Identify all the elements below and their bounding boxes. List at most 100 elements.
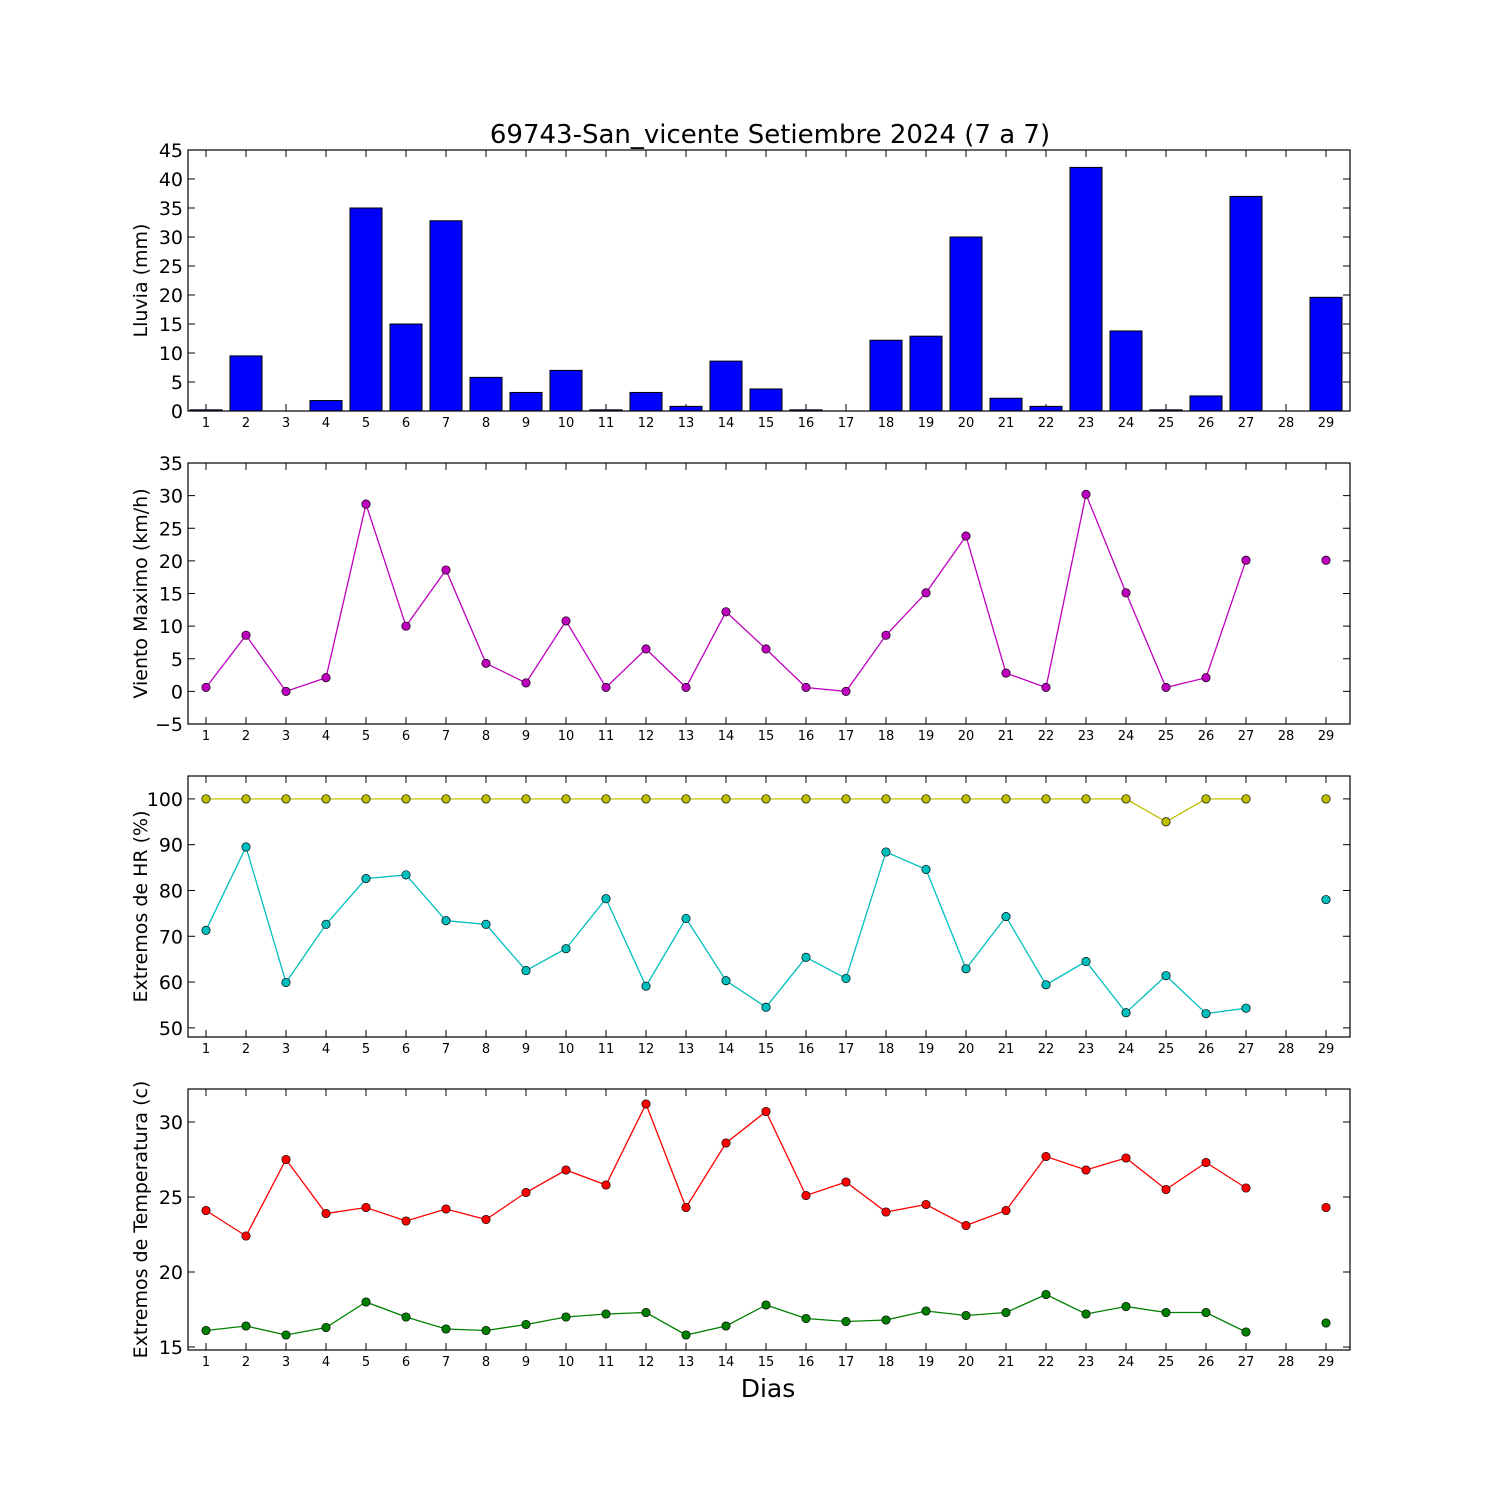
point-temperatura-1-day-3 — [281, 1330, 291, 1340]
point-hr-1-day-18 — [881, 847, 891, 857]
y-tick-label: 30 — [159, 1112, 183, 1134]
x-tick-label: 20 — [958, 1042, 975, 1057]
y-tick-label: 60 — [159, 972, 183, 994]
x-tick-label: 13 — [678, 1042, 695, 1057]
point-temperatura-0-day-13 — [681, 1202, 691, 1213]
x-tick-label: 18 — [878, 416, 895, 431]
point-temperatura-0-day-2 — [241, 1231, 251, 1241]
point-hr-1-day-20 — [961, 964, 971, 974]
x-tick-label: 11 — [598, 1355, 615, 1370]
x-tick-label: 26 — [1198, 416, 1215, 431]
point-hr-1-day-5 — [361, 874, 371, 884]
point-temperatura-1-day-18 — [881, 1315, 891, 1325]
point-hr-0-day-1 — [201, 794, 211, 804]
point-viento-0-day-19 — [921, 588, 931, 598]
point-viento-0-day-10 — [561, 616, 571, 626]
point-temperatura-1-day-8 — [481, 1325, 491, 1336]
point-viento-0-day-7 — [441, 565, 451, 575]
point-temperatura-1-day-13 — [681, 1330, 691, 1340]
bar-day-29 — [1309, 296, 1343, 412]
x-tick-label: 2 — [242, 416, 250, 431]
y-tick-label: 45 — [159, 140, 183, 162]
x-tick-label: 4 — [322, 416, 330, 431]
point-temperatura-0-day-22 — [1041, 1151, 1051, 1162]
point-hr-1-day-1 — [201, 925, 211, 935]
point-temperatura-1-day-2 — [241, 1321, 251, 1331]
y-tick-label: 15 — [159, 1337, 183, 1359]
y-tick-label: 50 — [159, 1018, 183, 1040]
point-hr-0-day-14 — [721, 794, 731, 804]
x-tick-label: 23 — [1078, 1355, 1095, 1370]
point-temperatura-1-day-21 — [1001, 1307, 1011, 1318]
x-tick-label: 11 — [598, 416, 615, 431]
x-tick-label: 15 — [758, 729, 775, 744]
x-tick-label: 29 — [1318, 416, 1335, 431]
x-tick-label: 2 — [242, 1042, 250, 1057]
point-temperatura-0-day-29 — [1321, 1202, 1331, 1213]
y-tick-label: 5 — [171, 372, 183, 394]
bar-day-2 — [229, 355, 263, 412]
x-tick-label: 12 — [638, 1355, 655, 1370]
x-tick-label: 13 — [678, 1355, 695, 1370]
point-viento-0-day-29 — [1321, 555, 1331, 565]
y-axis-label-viento: Viento Maximo (km/h) — [130, 488, 152, 698]
point-hr-0-day-29 — [1321, 794, 1331, 804]
x-tick-label: 25 — [1158, 729, 1175, 744]
x-tick-label: 2 — [242, 729, 250, 744]
point-temperatura-1-day-26 — [1201, 1307, 1211, 1318]
x-tick-label: 28 — [1278, 1355, 1295, 1370]
point-hr-0-day-23 — [1081, 794, 1091, 804]
x-tick-label: 21 — [998, 729, 1015, 744]
point-temperatura-1-day-29 — [1321, 1318, 1331, 1328]
bar-day-7 — [429, 220, 463, 412]
point-viento-0-day-23 — [1081, 489, 1091, 499]
point-hr-1-day-25 — [1161, 971, 1171, 981]
point-hr-1-day-22 — [1041, 980, 1051, 990]
point-temperatura-0-day-14 — [721, 1138, 731, 1148]
bar-day-12 — [629, 391, 663, 412]
x-tick-label: 16 — [798, 729, 815, 744]
point-hr-0-day-8 — [481, 794, 491, 804]
point-viento-0-day-15 — [761, 644, 771, 654]
bar-day-21 — [989, 397, 1023, 412]
point-hr-1-day-15 — [761, 1002, 771, 1012]
x-tick-label: 8 — [482, 1355, 490, 1370]
point-temperatura-1-day-16 — [801, 1313, 811, 1324]
point-hr-0-day-25 — [1161, 817, 1171, 827]
point-hr-0-day-27 — [1241, 794, 1251, 804]
x-tick-label: 29 — [1318, 729, 1335, 744]
point-temperatura-1-day-6 — [401, 1312, 411, 1322]
y-tick-label: 10 — [159, 343, 183, 365]
point-temperatura-1-day-19 — [921, 1306, 931, 1316]
bar-day-5 — [349, 207, 383, 412]
bar-day-20 — [949, 236, 983, 412]
point-viento-0-day-3 — [281, 686, 291, 696]
point-temperatura-1-day-11 — [601, 1309, 611, 1319]
y-axis-label-lluvia: Lluvia (mm) — [130, 224, 152, 338]
x-tick-label: 9 — [522, 729, 530, 744]
y-tick-label: 40 — [159, 169, 183, 191]
point-hr-1-day-3 — [281, 977, 291, 988]
point-viento-0-day-22 — [1041, 682, 1051, 693]
x-tick-label: 28 — [1278, 729, 1295, 744]
x-tick-label: 5 — [362, 1355, 370, 1370]
point-hr-1-day-13 — [681, 913, 691, 923]
x-tick-label: 3 — [282, 1042, 290, 1057]
bar-day-4 — [309, 400, 343, 412]
point-viento-0-day-18 — [881, 630, 891, 640]
y-tick-label: 100 — [147, 789, 183, 811]
point-hr-1-day-12 — [641, 981, 651, 991]
x-tick-label: 18 — [878, 1042, 895, 1057]
x-tick-label: 13 — [678, 416, 695, 431]
x-tick-label: 26 — [1198, 1355, 1215, 1370]
x-tick-label: 24 — [1118, 1355, 1135, 1370]
x-tick-label: 25 — [1158, 1355, 1175, 1370]
point-hr-1-day-10 — [561, 944, 571, 954]
y-tick-label: 20 — [159, 1262, 183, 1284]
point-hr-0-day-22 — [1041, 794, 1051, 804]
x-tick-label: 22 — [1038, 416, 1055, 431]
point-hr-1-day-14 — [721, 976, 731, 986]
x-tick-label: 7 — [442, 1042, 450, 1057]
